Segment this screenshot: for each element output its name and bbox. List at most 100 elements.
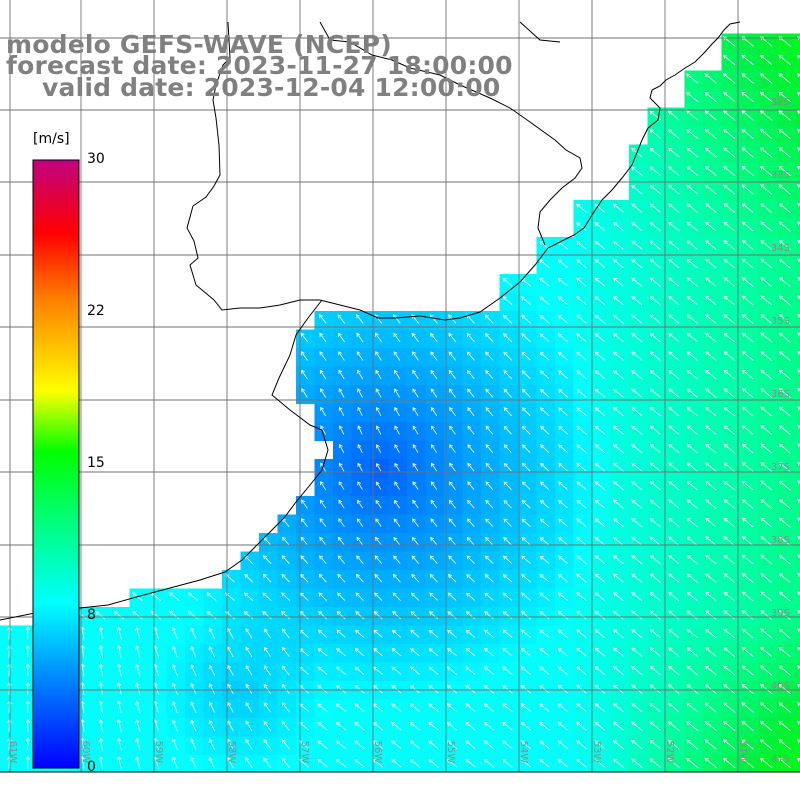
- wind-arrow: [557, 629, 569, 639]
- wind-arrow: [412, 444, 419, 453]
- wind-arrow: [448, 555, 457, 564]
- wind-arrow: [704, 184, 717, 195]
- wind-arrow: [356, 351, 364, 361]
- wind-arrow: [759, 683, 773, 695]
- wind-arrow: [760, 314, 773, 324]
- wind-arrow: [539, 259, 550, 269]
- wind-arrow: [356, 332, 364, 343]
- wind-arrow: [686, 647, 698, 657]
- wind-cell: [758, 755, 778, 772]
- wind-arrow: [375, 536, 382, 546]
- wind-arrow: [187, 592, 198, 601]
- wind-arrow: [135, 719, 141, 732]
- wind-arrow: [282, 665, 290, 676]
- longitude-label: 59W: [153, 741, 164, 764]
- wind-arrow: [778, 683, 791, 695]
- wind-arrow: [354, 685, 365, 694]
- wind-arrow: [117, 719, 122, 732]
- wind-arrow: [741, 388, 754, 398]
- wind-arrow: [412, 425, 419, 435]
- wind-arrow: [484, 314, 494, 324]
- wind-arrow: [759, 739, 773, 750]
- wind-arrow: [612, 425, 624, 435]
- wind-arrow: [375, 406, 382, 417]
- wind-arrow: [502, 611, 513, 620]
- wind-arrow: [723, 610, 735, 620]
- wind-arrow: [172, 737, 178, 751]
- wind-cell: [795, 496, 800, 516]
- wind-arrow: [594, 666, 606, 676]
- wind-arrow: [485, 370, 494, 380]
- wind-vectors: [7, 36, 800, 769]
- wind-cell: [795, 70, 800, 90]
- wind-arrow: [338, 481, 345, 490]
- wind-arrow: [576, 647, 587, 657]
- wind-arrow: [376, 444, 382, 453]
- wind-arrow: [686, 573, 698, 583]
- wind-arrow: [649, 332, 661, 343]
- wind-arrow: [227, 738, 234, 750]
- colorbar-tick-22: 22: [87, 303, 105, 319]
- wind-arrow: [741, 351, 754, 361]
- wind-arrow: [412, 351, 419, 361]
- wind-arrow: [117, 682, 122, 695]
- wind-arrow: [778, 91, 791, 103]
- wind-arrow: [778, 646, 791, 658]
- wind-arrow: [686, 166, 699, 176]
- wind-arrow: [430, 518, 438, 527]
- wind-arrow: [172, 626, 178, 640]
- wind-arrow: [318, 610, 328, 620]
- wind-arrow: [539, 518, 550, 527]
- wind-arrow: [430, 536, 438, 546]
- longitude-label: 52W: [664, 741, 675, 764]
- wind-arrow: [576, 203, 587, 213]
- wind-arrow: [778, 54, 791, 66]
- wind-arrow: [320, 388, 327, 398]
- wind-arrow: [649, 702, 661, 713]
- wind-cell: [795, 533, 800, 553]
- wind-arrow: [394, 425, 400, 435]
- wind-arrow: [319, 351, 327, 361]
- wind-arrow: [723, 258, 735, 269]
- wind-arrow: [374, 332, 382, 343]
- wind-arrow: [686, 462, 698, 472]
- wind-arrow: [449, 388, 456, 398]
- wind-arrow: [467, 481, 475, 490]
- wind-arrow: [741, 610, 754, 620]
- wind-arrow: [778, 720, 791, 732]
- wind-arrow: [668, 296, 680, 306]
- wind-arrow: [393, 555, 401, 564]
- wind-arrow: [372, 685, 383, 694]
- wind-arrow: [723, 128, 736, 140]
- wind-arrow: [357, 406, 363, 417]
- wind-arrow: [723, 628, 736, 639]
- wind-arrow: [372, 666, 383, 675]
- wind-arrow: [374, 592, 383, 601]
- wind-arrow: [631, 407, 643, 417]
- wind-arrow: [631, 203, 643, 213]
- wind-cell: [795, 107, 800, 127]
- wind-arrow: [594, 592, 606, 602]
- wind-arrow: [227, 720, 234, 732]
- wind-arrow: [485, 351, 494, 361]
- wind-arrow: [649, 536, 661, 546]
- longitude-labels: 61W 60W 59W 58W 57W 56W 55W 54W 53W 52W 51W: [7, 741, 748, 764]
- wind-arrow: [172, 701, 178, 714]
- wind-cell: [795, 200, 800, 220]
- wind-arrow: [467, 369, 475, 380]
- wind-arrow: [668, 444, 680, 454]
- wind-arrow: [778, 757, 791, 769]
- wind-arrow: [686, 332, 698, 343]
- wind-arrow: [741, 314, 754, 324]
- wind-arrow: [722, 110, 736, 121]
- wind-arrow: [502, 296, 513, 305]
- wind-arrow: [612, 740, 624, 750]
- wind-arrow: [594, 536, 606, 546]
- wind-arrow: [704, 720, 717, 732]
- wind-arrow: [760, 332, 773, 343]
- wind-arrow: [723, 480, 735, 491]
- wind-arrow: [686, 499, 698, 509]
- wind-arrow: [357, 388, 363, 398]
- wind-arrow: [410, 648, 420, 657]
- wind-arrow: [705, 203, 717, 213]
